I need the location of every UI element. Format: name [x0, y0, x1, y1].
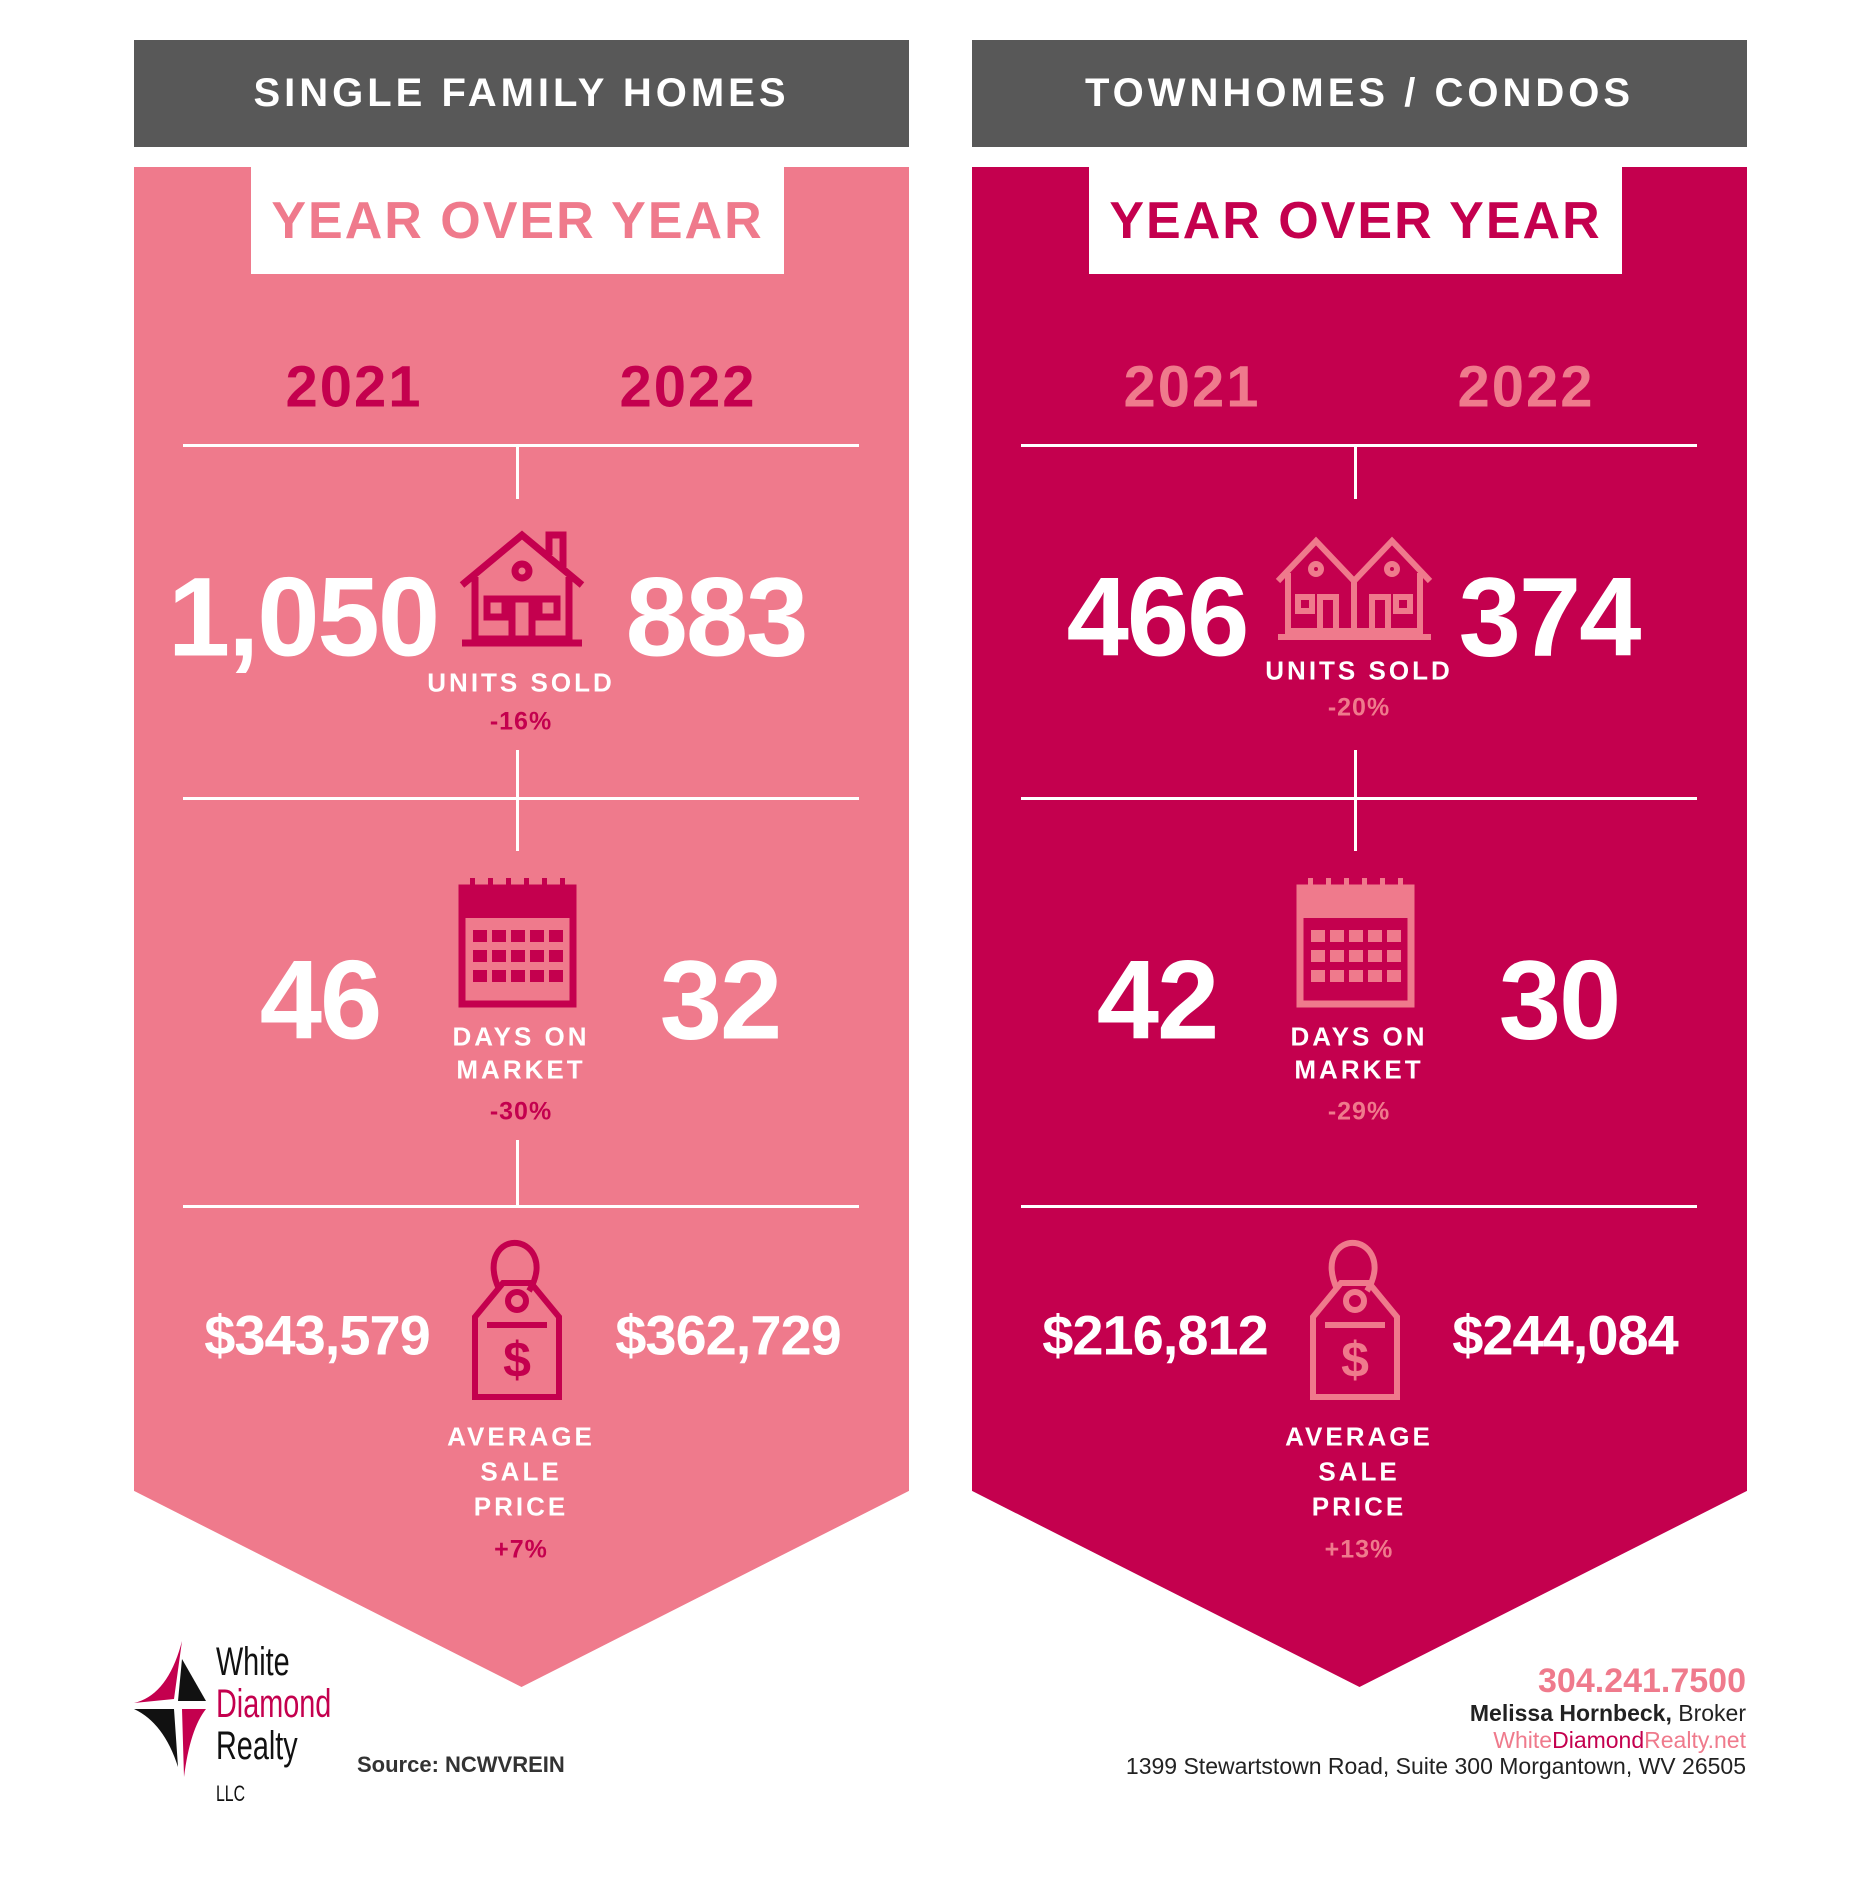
townhomes-header: TOWNHOMES / CONDOS — [972, 40, 1747, 147]
url-part: Realty.net — [1644, 1727, 1746, 1753]
logo-suffix: LLC — [216, 1781, 246, 1806]
divider — [516, 750, 519, 851]
avg-sale-price-label: PRICE — [473, 1491, 569, 1522]
calendar-icon — [458, 878, 577, 1008]
phone-number: 304.241.7500 — [1538, 1662, 1746, 1700]
broker-title: Broker — [1678, 1700, 1746, 1726]
office-address: 1399 Stewartstown Road, Suite 300 Morgan… — [1125, 1753, 1746, 1779]
divider — [1021, 1205, 1697, 1208]
days-on-market-2021: 42 — [1096, 937, 1220, 1063]
divider — [1021, 797, 1697, 800]
divider — [1021, 444, 1697, 447]
broker-line: Melissa Hornbeck, Broker — [1470, 1700, 1746, 1727]
single-family-header: SINGLE FAMILY HOMES — [134, 40, 909, 147]
avg-sale-price-2021: $216,812 — [1042, 1303, 1269, 1367]
svg-text:$: $ — [503, 1332, 531, 1388]
logo-line-realty: Realty — [216, 1724, 298, 1768]
units-sold-label: UNITS SOLD — [1265, 655, 1453, 686]
url-part: White — [1493, 1727, 1553, 1753]
townhouse-icon — [1275, 536, 1433, 640]
units-sold-2021: 1,050 — [167, 554, 440, 680]
single-family-panel: YEAR OVER YEAR 2021 2022 1,050 883 UNITS… — [134, 167, 909, 1687]
broker-name: Melissa Hornbeck, — [1469, 1700, 1672, 1726]
avg-sale-price-label: SALE — [480, 1456, 562, 1487]
year-over-year-label: YEAR OVER YEAR — [251, 167, 784, 274]
source-note: Source: NCWVREIN — [357, 1752, 565, 1777]
avg-sale-price-2022: $362,729 — [615, 1303, 842, 1367]
days-on-market-label: DAYS ON — [1290, 1021, 1428, 1052]
units-sold-2021: 466 — [1066, 554, 1250, 680]
diamond-star-icon — [134, 1641, 206, 1777]
svg-text:$: $ — [1341, 1332, 1369, 1388]
avg-sale-price-2021: $343,579 — [204, 1303, 431, 1367]
avg-sale-price-2022: $244,084 — [1452, 1303, 1679, 1367]
days-on-market-change: -29% — [1327, 1097, 1391, 1126]
divider — [516, 1140, 519, 1205]
days-on-market-2021: 46 — [259, 937, 383, 1063]
days-on-market-2022: 32 — [659, 937, 783, 1063]
avg-sale-price-change: +13% — [1324, 1535, 1394, 1564]
units-sold-label: UNITS SOLD — [427, 667, 615, 698]
avg-sale-price-change: +7% — [494, 1535, 548, 1564]
company-logo: White Diamond Realty LLC — [134, 1639, 349, 1806]
avg-sale-price-label: PRICE — [1311, 1491, 1407, 1522]
divider — [1354, 750, 1357, 851]
logo-line-diamond: Diamond — [216, 1682, 332, 1726]
price-tag-icon: $ — [472, 1239, 562, 1400]
avg-sale-price-label: SALE — [1318, 1456, 1400, 1487]
days-on-market-label: MARKET — [1294, 1054, 1424, 1085]
days-on-market-label: MARKET — [456, 1054, 586, 1085]
logo-line-white: White — [216, 1640, 290, 1684]
divider — [183, 797, 859, 800]
divider — [516, 444, 519, 499]
year-over-year-label: YEAR OVER YEAR — [1089, 167, 1622, 274]
units-sold-2022: 883 — [625, 554, 809, 680]
divider — [1354, 444, 1357, 499]
year-2021: 2021 — [285, 354, 423, 420]
calendar-icon — [1296, 878, 1415, 1008]
units-sold-2022: 374 — [1458, 554, 1642, 680]
avg-sale-price-label: AVERAGE — [447, 1421, 595, 1452]
year-2022: 2022 — [1457, 354, 1595, 420]
units-sold-change: -16% — [489, 707, 553, 736]
house-icon — [459, 530, 585, 647]
days-on-market-label: DAYS ON — [452, 1021, 590, 1052]
days-on-market-2022: 30 — [1498, 937, 1622, 1063]
year-2022: 2022 — [619, 354, 757, 420]
divider — [183, 444, 859, 447]
url-part: Diamond — [1552, 1727, 1645, 1753]
website-link[interactable]: WhiteDiamondRealty.net — [1493, 1727, 1746, 1754]
price-tag-icon: $ — [1310, 1239, 1400, 1400]
days-on-market-change: -30% — [489, 1097, 553, 1126]
divider — [183, 1205, 859, 1208]
townhomes-panel: YEAR OVER YEAR 2021 2022 466 374 UNITS S… — [972, 167, 1747, 1687]
avg-sale-price-label: AVERAGE — [1285, 1421, 1433, 1452]
units-sold-change: -20% — [1327, 693, 1391, 722]
year-2021: 2021 — [1123, 354, 1261, 420]
